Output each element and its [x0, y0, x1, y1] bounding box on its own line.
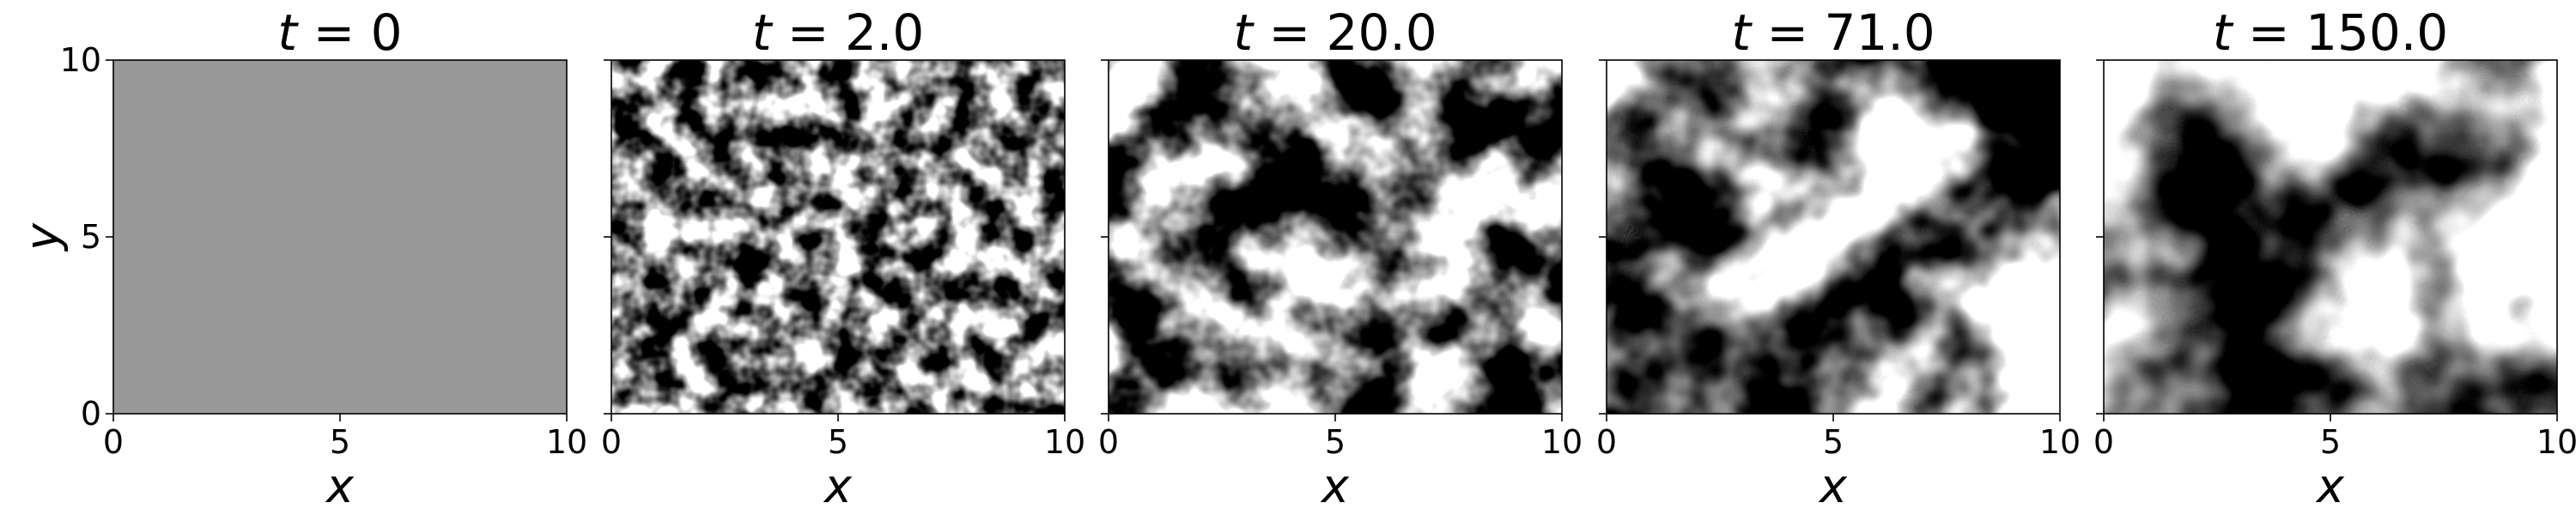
field-image — [1109, 60, 1562, 414]
x-tick-label: 0 — [1596, 423, 1617, 461]
field-image — [113, 60, 567, 414]
title-variable: t — [1233, 3, 1255, 62]
x-tick-label: 5 — [2320, 423, 2341, 461]
title-variable: t — [277, 3, 299, 62]
x-tick-label: 5 — [1325, 423, 1346, 461]
panel-title: t = 0 — [277, 3, 402, 62]
y-axis-label: y — [15, 222, 70, 252]
field-image — [2104, 60, 2557, 414]
title-variable: t — [2213, 3, 2234, 62]
x-axis-label: x — [325, 459, 355, 513]
title-equals: = — [1253, 3, 1326, 62]
x-tick-label: 5 — [330, 423, 350, 461]
panel-title: t = 150.0 — [2213, 3, 2448, 62]
y-tick-label: 5 — [81, 218, 101, 256]
x-tick-label: 0 — [601, 423, 622, 461]
x-tick-label: 10 — [1541, 423, 1583, 461]
title-value: 150.0 — [2306, 3, 2448, 62]
panel-5: t = 150.0 0 5 10 x — [2093, 3, 2576, 513]
panel-4: t = 71.0 0 5 10 x — [1596, 3, 2081, 513]
panel-title: t = 71.0 — [1731, 3, 1935, 62]
panel-title: t = 2.0 — [752, 3, 924, 62]
panel-2: t = 2.0 0 5 10 x — [601, 3, 1085, 513]
field-image — [1607, 60, 2060, 414]
title-equals: = — [772, 3, 845, 62]
title-equals: = — [297, 3, 370, 62]
title-value: 0 — [371, 3, 403, 62]
title-value: 71.0 — [1825, 3, 1935, 62]
x-tick-label: 5 — [1823, 423, 1844, 461]
title-variable: t — [1731, 3, 1753, 62]
title-value: 20.0 — [1327, 3, 1437, 62]
x-tick-label: 10 — [546, 423, 587, 461]
x-tick-label: 0 — [2093, 423, 2114, 461]
x-axis-label: x — [2315, 459, 2345, 513]
y-tick-label: 0 — [81, 395, 101, 433]
y-tick-label: 10 — [60, 41, 101, 79]
x-tick-label: 10 — [1044, 423, 1085, 461]
panel-title: t = 20.0 — [1233, 3, 1437, 62]
x-tick-label: 0 — [1098, 423, 1119, 461]
title-value: 2.0 — [845, 3, 924, 62]
panel-3: t = 20.0 0 5 10 x — [1098, 3, 1583, 513]
x-tick-label: 10 — [2039, 423, 2081, 461]
title-variable: t — [752, 3, 774, 62]
x-axis-label: x — [823, 459, 853, 513]
x-tick-label: 0 — [103, 423, 124, 461]
x-axis-label: x — [1320, 459, 1350, 513]
title-equals: = — [2233, 3, 2306, 62]
x-axis-label: x — [1818, 459, 1848, 513]
x-tick-label: 10 — [2537, 423, 2576, 461]
title-equals: = — [1751, 3, 1824, 62]
field-image — [611, 60, 1065, 414]
x-tick-label: 5 — [828, 423, 848, 461]
